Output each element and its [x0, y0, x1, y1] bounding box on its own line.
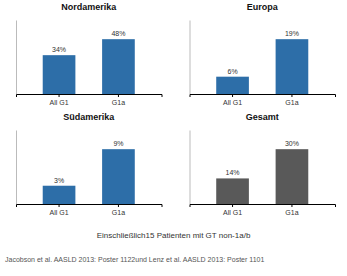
- tick-mark: [118, 204, 119, 207]
- tick: All G1: [50, 94, 69, 106]
- tick: G1a: [112, 94, 125, 106]
- title: Nordamerika: [61, 2, 117, 12]
- bar: [216, 178, 249, 204]
- bar: [102, 39, 135, 94]
- bar: [276, 39, 309, 94]
- bar: [102, 149, 135, 204]
- tick: G1a: [285, 204, 298, 216]
- y-axis: [190, 21, 191, 95]
- data-label: 30%: [285, 140, 299, 147]
- tick-label: G1a: [285, 99, 298, 106]
- tick-label: All G1: [50, 209, 69, 216]
- tick: G1a: [112, 204, 125, 216]
- bar: [216, 77, 249, 94]
- tick-mark: [232, 204, 233, 207]
- y-axis-line: [16, 131, 17, 205]
- tick: G1a: [285, 94, 298, 106]
- data-label: 19%: [285, 30, 299, 37]
- footnote: Jacobson et al. AASLD 2013: Poster 1122u…: [5, 256, 264, 263]
- title: Europa: [247, 2, 279, 12]
- tick-label: All G1: [223, 99, 242, 106]
- y-axis-line: [16, 21, 17, 95]
- data-labels: 6% 19%: [227, 30, 298, 75]
- panel: All G1 G1a 3% 9% Südamerika: [17, 112, 163, 216]
- panel: All G1 G1a 34% 48% Nordamerika: [17, 2, 163, 106]
- figure: All G1 G1a 34% 48% Nordamerika All G1 G1a 6% 19%…: [0, 0, 347, 276]
- tick-label: G1a: [112, 209, 125, 216]
- data-labels: 34% 48%: [52, 30, 125, 53]
- tick: All G1: [223, 204, 242, 216]
- x-axis: All G1 G1a: [17, 94, 163, 106]
- tick-mark: [232, 94, 233, 97]
- bar: [43, 186, 76, 204]
- y-axis: [16, 21, 17, 95]
- panel: All G1 G1a 6% 19% Europa: [190, 2, 336, 106]
- data-label: 48%: [111, 30, 125, 37]
- x-axis-line: [17, 95, 163, 98]
- data-label: 3%: [54, 177, 64, 184]
- data-label: 6%: [227, 68, 237, 75]
- tick-mark: [118, 94, 119, 97]
- tick-label: All G1: [223, 209, 242, 216]
- x-axis-line: [17, 205, 163, 208]
- panel: All G1 G1a 14% 30% Gesamt: [190, 112, 336, 216]
- tick-label: G1a: [285, 209, 298, 216]
- title: Südamerika: [63, 112, 115, 122]
- tick-mark: [291, 94, 292, 97]
- tick-mark: [59, 204, 60, 207]
- y-axis: [190, 131, 191, 205]
- tick-label: All G1: [50, 99, 69, 106]
- x-axis-line: [190, 205, 336, 208]
- tick: All G1: [223, 94, 242, 106]
- y-axis-line: [190, 131, 191, 205]
- data-labels: 14% 30%: [226, 140, 299, 176]
- footnote: Einschließlich15 Patienten mit GT non-1a…: [97, 231, 251, 240]
- data-label: 34%: [52, 46, 66, 53]
- data-label: 9%: [113, 140, 123, 147]
- x-axis-line: [190, 95, 336, 98]
- bars: [216, 149, 308, 204]
- bar: [43, 55, 76, 94]
- tick-mark: [59, 94, 60, 97]
- title: Gesamt: [246, 112, 279, 122]
- y-axis-line: [190, 21, 191, 95]
- x-axis: All G1 G1a: [17, 204, 163, 216]
- bar: [276, 149, 309, 204]
- data-labels: 3% 9%: [54, 140, 124, 184]
- bars: [43, 149, 135, 204]
- x-axis: All G1 G1a: [190, 94, 336, 106]
- y-axis: [16, 131, 17, 205]
- bars: [43, 39, 135, 94]
- tick-label: G1a: [112, 99, 125, 106]
- tick-mark: [291, 204, 292, 207]
- x-axis: All G1 G1a: [190, 204, 336, 216]
- tick: All G1: [50, 204, 69, 216]
- bars: [216, 39, 308, 94]
- data-label: 14%: [226, 169, 240, 176]
